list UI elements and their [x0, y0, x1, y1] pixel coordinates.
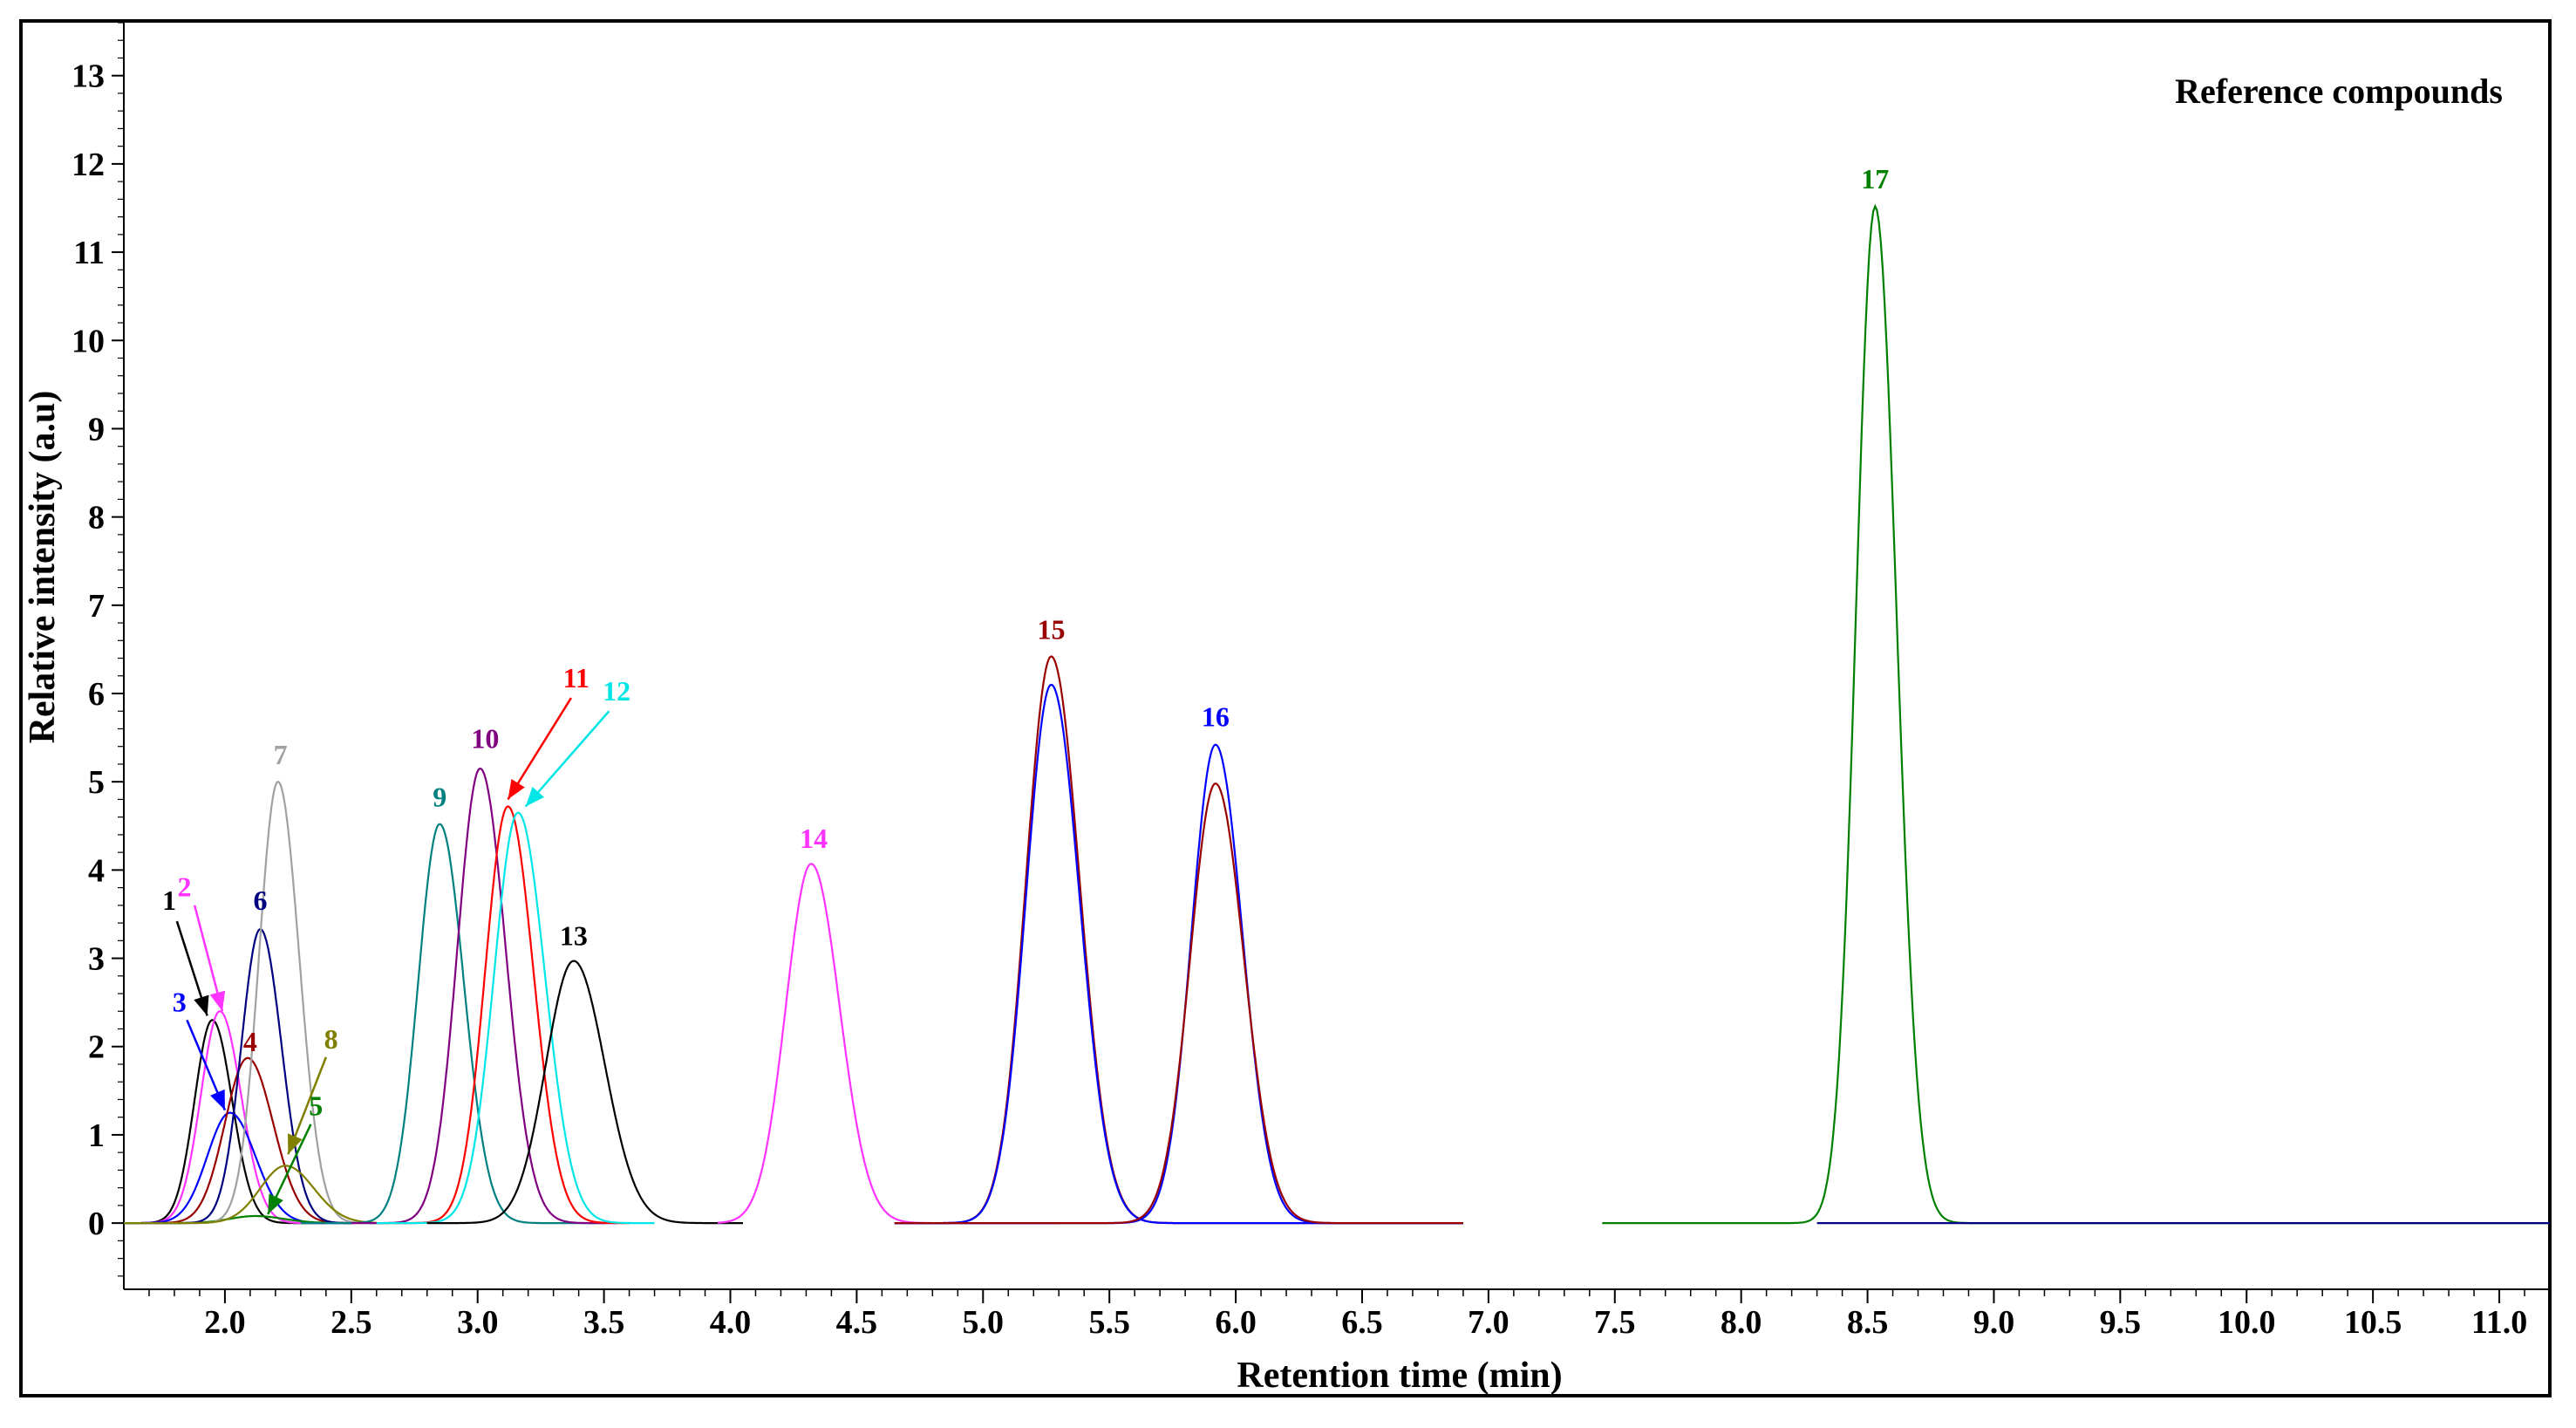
arrow-line: [507, 697, 572, 801]
y-tick-label: 9: [88, 411, 105, 448]
y-tick-label: 1: [88, 1117, 105, 1154]
x-tick-label: 8.5: [1847, 1304, 1889, 1341]
arrow-line: [524, 710, 610, 808]
arrow-head: [287, 1133, 303, 1155]
y-tick-label: 5: [88, 764, 105, 801]
y-tick-label: 10: [72, 323, 105, 359]
y-tick-label: 12: [72, 147, 105, 183]
x-tick-label: 5.5: [1088, 1304, 1130, 1341]
y-tick-label: 7: [88, 588, 105, 625]
peak-label: 16: [1202, 700, 1230, 732]
series-line-13: [426, 960, 743, 1225]
y-tick-label: 0: [88, 1206, 105, 1242]
peak-label: 10: [471, 723, 499, 755]
x-tick-label: 4.5: [836, 1304, 878, 1341]
x-tick-label: 7.5: [1594, 1304, 1636, 1341]
y-tick-label: 3: [88, 941, 105, 978]
x-tick-label: 6.0: [1215, 1304, 1257, 1341]
x-tick-label: 2.0: [204, 1304, 246, 1341]
peak-label: 12: [603, 675, 630, 707]
x-tick-label: 7.0: [1468, 1304, 1509, 1341]
series-line-15b: [894, 683, 1463, 1225]
arrow-head: [508, 778, 525, 800]
peak-label: 2: [178, 871, 192, 903]
peak-label: 5: [309, 1090, 323, 1122]
peak-label: 17: [1861, 163, 1889, 195]
arrow-head: [194, 994, 209, 1016]
x-tick-label: 10.5: [2344, 1304, 2402, 1341]
peak-label: 1: [162, 885, 176, 916]
x-tick-label: 9.5: [2100, 1304, 2142, 1341]
peak-label: 6: [253, 885, 267, 916]
series-line-12: [376, 811, 655, 1225]
y-tick-label: 6: [88, 676, 105, 713]
arrow-head: [525, 787, 545, 807]
peak-label: 3: [173, 986, 187, 1017]
series-line-17: [1602, 203, 2550, 1225]
arrow-head: [268, 1193, 283, 1214]
series-line-14: [717, 863, 1060, 1225]
peak-label: 13: [560, 919, 588, 951]
x-tick-label: 9.0: [1973, 1304, 2015, 1341]
series-line-10: [351, 767, 617, 1225]
series-line-15: [894, 655, 1463, 1225]
x-axis-title: Retention time (min): [1237, 1356, 1562, 1396]
x-tick-label: 3.5: [583, 1304, 625, 1341]
peak-label: 14: [800, 823, 828, 854]
series-line-7: [124, 781, 377, 1225]
chart-frame: [19, 19, 2552, 1397]
peak-label: 8: [324, 1023, 338, 1055]
x-tick-label: 11.0: [2471, 1304, 2527, 1341]
series-line-2: [124, 1010, 326, 1225]
y-tick-label: 2: [88, 1029, 105, 1066]
peak-label: 9: [433, 782, 446, 813]
x-tick-label: 10.0: [2218, 1304, 2276, 1341]
x-tick-label: 4.0: [710, 1304, 752, 1341]
arrow-head: [209, 990, 226, 1012]
x-tick-label: 5.0: [963, 1304, 1005, 1341]
y-tick-label: 11: [73, 235, 105, 271]
peak-label: 15: [1038, 613, 1066, 645]
series-line-8: [124, 1165, 377, 1225]
y-tick-label: 13: [72, 58, 105, 95]
x-tick-label: 6.5: [1341, 1304, 1383, 1341]
x-tick-label: 2.5: [331, 1304, 372, 1341]
peak-arrows: [175, 697, 610, 1215]
peak-label: 7: [274, 739, 288, 770]
peak-label: 4: [243, 1026, 257, 1057]
chromatogram-curves: [124, 203, 2550, 1225]
legend-title: Reference compounds: [2175, 72, 2503, 111]
series-line-16b: [894, 782, 1463, 1225]
y-tick-label: 4: [88, 852, 105, 889]
axes: 2.0 2.5 3.0 3.5 4.0 4.5 5.0 5.5 6.0 6.5 7.0 7.5 8.0 8…: [72, 22, 2551, 1341]
series-line-16: [894, 743, 1463, 1225]
arrow-head: [210, 1089, 225, 1110]
x-tick-label: 8.0: [1721, 1304, 1762, 1341]
x-tick-label: 3.0: [457, 1304, 499, 1341]
y-tick-label: 8: [88, 500, 105, 536]
y-axis-title: Relative intensity (a.u): [23, 391, 63, 744]
peak-label: 11: [563, 662, 589, 694]
